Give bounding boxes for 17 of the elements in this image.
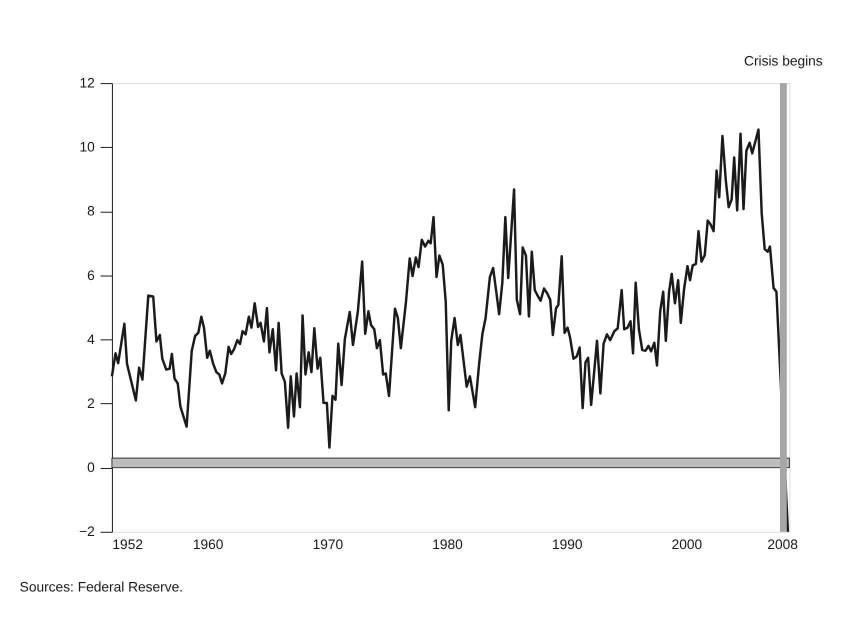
y-tick-label: 10 xyxy=(79,140,96,155)
y-tick-label: 0 xyxy=(87,460,96,476)
y-tick-label: 6 xyxy=(87,268,96,283)
x-tick-label: 1980 xyxy=(432,536,464,552)
y-tick-label: 4 xyxy=(87,332,96,347)
y-tick-label: 8 xyxy=(87,204,96,219)
ref-line-label: Crisis begins xyxy=(744,53,823,68)
x-tick-label: 1960 xyxy=(192,536,224,552)
y-tick-label: −2 xyxy=(79,524,95,540)
x-tick-label: 2008 xyxy=(767,536,798,552)
x-tick-label: 1970 xyxy=(312,536,344,552)
x-tick-label: 1990 xyxy=(552,536,583,552)
y-tick-label: 12 xyxy=(79,76,95,91)
y-tick-label: 2 xyxy=(87,396,95,412)
x-tick-label: 1952 xyxy=(112,536,143,552)
x-tick-label: 2000 xyxy=(672,536,703,552)
source-note: Sources: Federal Reserve. xyxy=(20,580,184,595)
